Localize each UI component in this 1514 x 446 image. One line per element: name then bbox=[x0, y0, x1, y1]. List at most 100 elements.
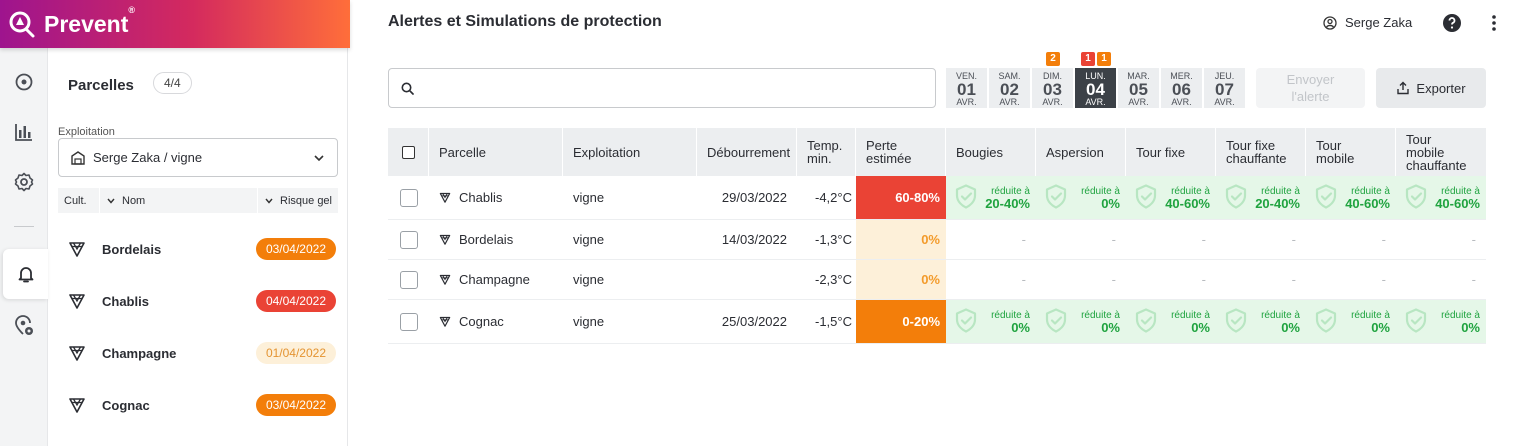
alerts-table: Parcelle Exploitation Débourrement Temp.… bbox=[388, 128, 1486, 344]
shield-check-icon bbox=[1135, 183, 1157, 209]
shield-check-icon bbox=[1405, 307, 1427, 333]
table-row[interactable]: Bordelais vigne 14/03/2022 -1,3°C 0% - - - - - - bbox=[388, 220, 1486, 260]
cell-temp-min: -1,3°C bbox=[815, 232, 852, 247]
row-checkbox[interactable] bbox=[388, 176, 429, 219]
header-perte-estimee[interactable]: Perte estimée bbox=[856, 128, 946, 176]
farm-icon bbox=[71, 150, 85, 165]
cell-debourrement: 25/03/2022 bbox=[721, 314, 787, 329]
risk-date-badge: 03/04/2022 bbox=[255, 394, 336, 416]
user-icon bbox=[1323, 15, 1337, 30]
cell-protection: réduite à 20-40% bbox=[1216, 176, 1306, 219]
sort-cult[interactable]: Cult. bbox=[58, 188, 100, 213]
cell-exploitation: vigne bbox=[573, 272, 605, 287]
header-tour-mobile-chauffante[interactable]: Tour mobile chauffante bbox=[1406, 131, 1467, 173]
sidebar-item-bordelais[interactable]: Bordelais 03/04/2022 bbox=[68, 236, 336, 262]
shield-check-icon bbox=[1045, 183, 1067, 209]
shield-check-icon bbox=[1225, 183, 1247, 209]
export-button[interactable]: Exporter bbox=[1376, 68, 1486, 108]
cell-parcelle: Cognac bbox=[429, 300, 563, 343]
cell-exploitation: vigne bbox=[573, 190, 605, 205]
user-menu[interactable]: Serge Zaka bbox=[1323, 15, 1412, 30]
sidebar-item-label: Champagne bbox=[102, 345, 177, 361]
cell-protection-empty: - bbox=[1471, 272, 1476, 287]
header-parcelle[interactable]: Parcelle bbox=[429, 128, 563, 176]
cell-perte-estimee: 60-80% bbox=[856, 176, 946, 219]
cell-protection-empty: - bbox=[1201, 272, 1206, 287]
bell-icon[interactable] bbox=[3, 249, 48, 299]
parcel-count-badge: 4/4 bbox=[153, 72, 192, 94]
cell-protection-empty: - bbox=[1111, 232, 1116, 247]
search-input[interactable] bbox=[388, 68, 936, 108]
shield-check-icon bbox=[1135, 307, 1157, 333]
prevent-logo-icon bbox=[9, 11, 35, 38]
rail-divider bbox=[14, 226, 34, 227]
sidebar-item-cognac[interactable]: Cognac 03/04/2022 bbox=[68, 392, 336, 418]
help-icon[interactable] bbox=[1442, 13, 1462, 36]
grape-icon bbox=[69, 294, 85, 309]
day-tab-06[interactable]: MER. 06 AVR. bbox=[1161, 68, 1202, 108]
day-tab-03[interactable]: DIM. 03 AVR. bbox=[1032, 68, 1073, 108]
cell-protection: réduite à 0% bbox=[1396, 300, 1486, 343]
day-tab-01[interactable]: VEN. 01 AVR. bbox=[946, 68, 987, 108]
header-bougies[interactable]: Bougies bbox=[946, 128, 1036, 176]
cell-protection: réduite à 0% bbox=[1126, 300, 1216, 343]
day-tab-07[interactable]: JEU. 07 AVR. bbox=[1204, 68, 1245, 108]
risk-date-badge: 04/04/2022 bbox=[255, 290, 336, 312]
bar-chart-icon[interactable] bbox=[6, 114, 42, 150]
cell-debourrement: 29/03/2022 bbox=[721, 190, 787, 205]
send-alert-button[interactable]: Envoyer l'alerte bbox=[1256, 68, 1365, 108]
header-aspersion[interactable]: Aspersion bbox=[1036, 128, 1126, 176]
shield-check-icon bbox=[1315, 183, 1337, 209]
header-temp-min[interactable]: Temp. min. bbox=[797, 128, 856, 176]
location-settings-icon[interactable] bbox=[6, 308, 42, 344]
day-tab-05[interactable]: MAR. 05 AVR. bbox=[1118, 68, 1159, 108]
upload-icon bbox=[1397, 81, 1410, 95]
table-row[interactable]: Cognac vigne 25/03/2022 -1,5°C 0-20% réduite … bbox=[388, 300, 1486, 344]
select-all-checkbox[interactable] bbox=[388, 128, 429, 176]
cell-protection-empty: - bbox=[1381, 272, 1386, 287]
row-checkbox[interactable] bbox=[388, 220, 429, 259]
cell-protection-empty: - bbox=[1111, 272, 1116, 287]
exploitation-select[interactable]: Serge Zaka / vigne bbox=[58, 138, 338, 177]
grape-icon bbox=[439, 316, 451, 327]
row-checkbox[interactable] bbox=[388, 300, 429, 343]
more-vert-icon[interactable] bbox=[1490, 13, 1498, 36]
header-exploitation[interactable]: Exploitation bbox=[563, 128, 697, 176]
alert-count-badge: 1 bbox=[1097, 52, 1111, 66]
location-icon[interactable] bbox=[6, 64, 42, 100]
settings-icon[interactable] bbox=[6, 164, 42, 200]
sidebar-item-chablis[interactable]: Chablis 04/04/2022 bbox=[68, 288, 336, 314]
header-tour-mobile[interactable]: Tour mobile bbox=[1306, 128, 1396, 176]
grape-icon bbox=[69, 398, 85, 413]
sort-bar: Cult. Nom Risque gel bbox=[58, 188, 338, 213]
cell-exploitation: vigne bbox=[573, 232, 605, 247]
cell-parcelle: Bordelais bbox=[429, 220, 563, 259]
day-tab-04[interactable]: LUN. 04 AVR. bbox=[1075, 68, 1116, 108]
cell-debourrement bbox=[697, 260, 797, 299]
header-tour-fixe-chauffante[interactable]: Tour fixe chauffante bbox=[1216, 128, 1306, 176]
alert-count-badge: 2 bbox=[1046, 52, 1060, 66]
row-checkbox[interactable] bbox=[388, 260, 429, 299]
grape-icon bbox=[69, 346, 85, 361]
chevron-down-icon bbox=[107, 198, 115, 204]
app-logo[interactable]: Prevent® bbox=[0, 0, 350, 48]
day-tab-02[interactable]: SAM. 02 AVR. bbox=[989, 68, 1030, 108]
sort-risque[interactable]: Risque gel bbox=[258, 188, 338, 213]
table-row[interactable]: Champagne vigne -2,3°C 0% - - - - - - bbox=[388, 260, 1486, 300]
cell-protection: réduite à 0% bbox=[1216, 300, 1306, 343]
cell-protection-empty: - bbox=[1201, 232, 1206, 247]
exploitation-value: Serge Zaka / vigne bbox=[93, 150, 203, 165]
cell-temp-min: -1,5°C bbox=[815, 314, 852, 329]
header-tour-fixe[interactable]: Tour fixe bbox=[1126, 128, 1216, 176]
grape-icon bbox=[439, 234, 451, 245]
shield-check-icon bbox=[955, 307, 977, 333]
cell-protection-empty: - bbox=[1471, 232, 1476, 247]
user-name: Serge Zaka bbox=[1345, 15, 1413, 30]
sidebar-item-champagne[interactable]: Champagne 01/04/2022 bbox=[68, 340, 336, 366]
header-debourrement[interactable]: Débourrement bbox=[697, 128, 797, 176]
cell-protection: réduite à 40-60% bbox=[1126, 176, 1216, 219]
cell-perte-estimee: 0-20% bbox=[856, 300, 946, 343]
table-row[interactable]: Chablis vigne 29/03/2022 -4,2°C 60-80% réduit… bbox=[388, 176, 1486, 220]
page-title: Alertes et Simulations de protection bbox=[388, 13, 662, 30]
sort-nom[interactable]: Nom bbox=[100, 188, 259, 213]
